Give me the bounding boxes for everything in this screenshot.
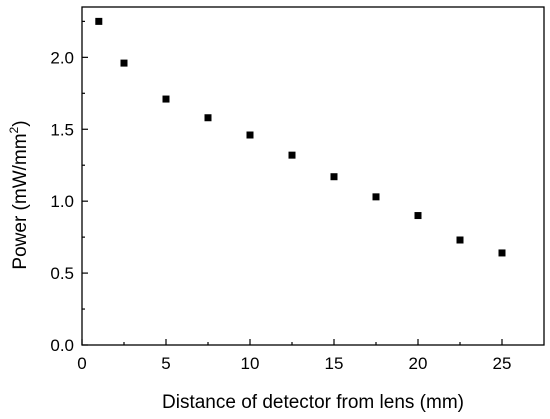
x-tick-label: 25 [493, 354, 512, 373]
data-point [372, 193, 380, 201]
y-axis-title-main: Power (mW/mm [10, 133, 31, 269]
x-tick-label: 10 [241, 354, 260, 373]
data-point [330, 173, 338, 181]
data-point [120, 59, 128, 67]
x-tick-label: 0 [77, 354, 86, 373]
x-tick-label: 20 [409, 354, 428, 373]
y-axis-title-suffix: ) [10, 120, 31, 126]
data-point [162, 95, 170, 103]
y-tick-label: 1.5 [50, 120, 74, 139]
y-tick-label: 2.0 [50, 48, 74, 67]
data-point [204, 114, 212, 122]
data-point [456, 236, 464, 244]
data-point [95, 17, 103, 25]
y-tick-label: 0.0 [50, 336, 74, 355]
x-axis-ticks: 0 5 10 15 20 25 [77, 339, 511, 373]
data-points [95, 17, 506, 257]
y-axis-title-superscript: 2 [7, 126, 21, 133]
data-point [414, 212, 422, 220]
x-tick-label: 5 [161, 354, 170, 373]
data-point [246, 131, 254, 139]
y-axis-ticks: 0.0 0.5 1.0 1.5 2.0 [50, 20, 88, 355]
plot-frame [81, 6, 545, 346]
x-axis-title: Distance of detector from lens (mm) [162, 392, 464, 413]
y-tick-label: 0.5 [50, 264, 74, 283]
y-axis-title: Power (mW/mm2) [7, 120, 31, 269]
x-tick-label: 15 [325, 354, 344, 373]
data-point [288, 151, 296, 159]
data-point [498, 249, 506, 257]
y-tick-label: 1.0 [50, 192, 74, 211]
